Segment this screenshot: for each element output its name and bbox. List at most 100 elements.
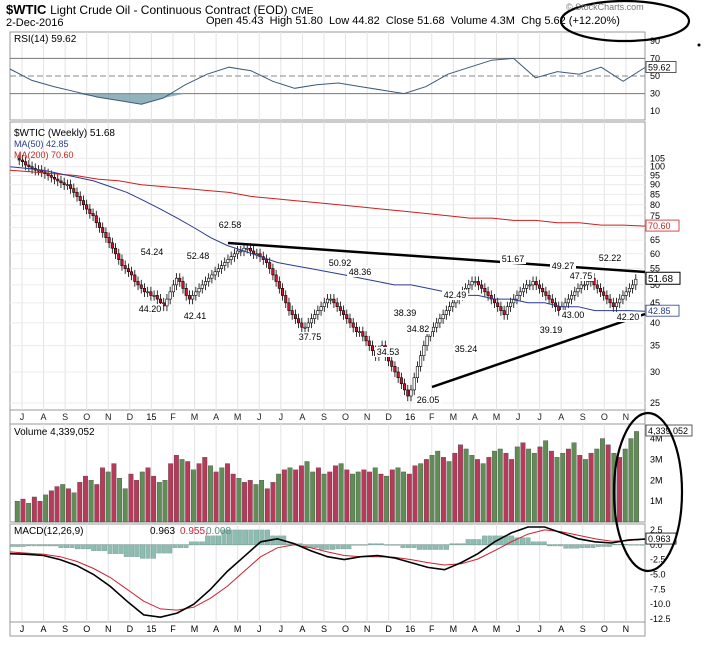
candle-down — [396, 371, 400, 379]
x-tick-label: A — [41, 624, 47, 634]
candle-up — [168, 291, 172, 300]
price-annotation-bg — [550, 261, 576, 271]
x-tick-label: 15 — [146, 412, 156, 422]
candle-up — [444, 310, 448, 315]
price-tick-label: 35 — [650, 341, 660, 351]
volume-bar-up — [622, 448, 628, 523]
candle-down — [30, 166, 34, 169]
macd-histogram-bar — [536, 541, 542, 545]
macd-histogram-bar — [340, 544, 346, 550]
x-tick-label: O — [342, 412, 349, 422]
x-tick-label: O — [601, 624, 608, 634]
candle-up — [409, 389, 413, 397]
candle-down — [406, 389, 410, 397]
rsi-tick-label: 30 — [650, 89, 660, 99]
x-tick-label: A — [41, 412, 47, 422]
volume-bar-down — [48, 490, 54, 523]
volume-tick-label: 4M — [650, 434, 663, 444]
volume-bar-down — [281, 469, 287, 523]
x-tick-label: A — [472, 624, 478, 634]
candle-up — [586, 281, 590, 286]
volume-bar-down — [128, 473, 134, 523]
macd-histogram-bar — [351, 544, 357, 546]
x-tick-label: S — [62, 412, 68, 422]
candle-down — [91, 213, 95, 217]
candle-down — [537, 284, 541, 289]
macd-histogram-bar — [514, 537, 520, 545]
volume-bar-down — [344, 469, 350, 523]
macd-histogram-bar — [558, 544, 563, 547]
macd-tick-label: -2.5 — [650, 555, 666, 565]
candle-down — [348, 318, 352, 324]
candle-down — [94, 215, 98, 224]
candle-down — [24, 161, 28, 166]
x-tick-label: A — [472, 412, 478, 422]
candle-up — [415, 366, 419, 379]
x-tick-label: A — [213, 624, 219, 634]
macd-histogram-bar — [194, 541, 200, 545]
price-annotation-bg — [297, 332, 323, 342]
macd-histogram-bar — [547, 544, 553, 547]
price-annotation-bg — [392, 308, 418, 318]
macd-histogram-bar — [476, 539, 482, 545]
macd-histogram-bar — [389, 544, 395, 546]
volume-bar-up — [26, 503, 32, 523]
candle-down — [489, 295, 493, 300]
x-tick-label: 15 — [146, 624, 156, 634]
candle-up — [175, 277, 179, 286]
candle-up — [245, 247, 249, 250]
candle-up — [313, 314, 317, 320]
candle-up — [615, 302, 619, 307]
candle-down — [338, 306, 342, 311]
volume-bar-up — [543, 440, 549, 523]
x-tick-label: D — [127, 412, 134, 422]
price-annotation-bg — [538, 325, 564, 335]
candle-down — [598, 288, 602, 293]
candle-down — [393, 366, 397, 373]
volume-label: Volume — [450, 15, 488, 27]
volume-tick-label: 1M — [650, 496, 663, 506]
chg-value: 5.62 (+12.20%) — [544, 15, 620, 27]
volume-tick-label: 3M — [650, 454, 663, 464]
macd-histogram-bar — [590, 544, 596, 548]
price-annotation: 44.20 — [139, 304, 162, 314]
candle-down — [480, 284, 484, 289]
price-annotation: 42.41 — [184, 311, 207, 321]
x-tick-label: J — [279, 624, 284, 634]
price-annotation: 34.82 — [407, 324, 430, 334]
volume-bar-up — [492, 450, 497, 523]
macd-histogram-bar — [58, 544, 64, 548]
rsi-label: RSI(14) 59.62 — [14, 34, 77, 45]
macd-histogram-bar — [465, 539, 471, 545]
x-tick-label: F — [429, 412, 435, 422]
macd-histogram-bar — [69, 544, 75, 548]
candle-up — [306, 322, 310, 328]
candle-up — [435, 322, 439, 328]
macd-histogram-bar — [80, 544, 86, 550]
candle-up — [65, 184, 69, 186]
macd-tick-label: -12.5 — [650, 614, 671, 624]
volume-bar-up — [571, 442, 577, 523]
candle-down — [72, 188, 76, 193]
volume-bar-down — [213, 471, 219, 523]
macd-histogram-bar — [248, 529, 254, 545]
macd-histogram-bar — [232, 529, 238, 545]
rsi-oversold-fill — [10, 93, 645, 105]
ma50-legend: MA(50) 42.85 — [14, 139, 69, 149]
candle-down — [274, 274, 278, 282]
macd-histogram-bar — [91, 544, 97, 551]
candle-up — [448, 306, 452, 311]
candle-down — [27, 164, 31, 168]
volume-bar-up — [117, 478, 122, 523]
candle-down — [602, 291, 606, 296]
macd-histogram-bar — [563, 544, 569, 549]
rsi-tick-label: 70 — [650, 53, 660, 63]
candle-down — [155, 295, 159, 300]
macd-signal-line — [9, 529, 646, 611]
high-label: High — [269, 15, 293, 27]
volume-bar-up — [554, 457, 560, 523]
candle-up — [467, 284, 471, 289]
rsi-tick-label: 90 — [650, 36, 660, 46]
candle-up — [197, 288, 201, 293]
candle-up — [358, 331, 362, 333]
